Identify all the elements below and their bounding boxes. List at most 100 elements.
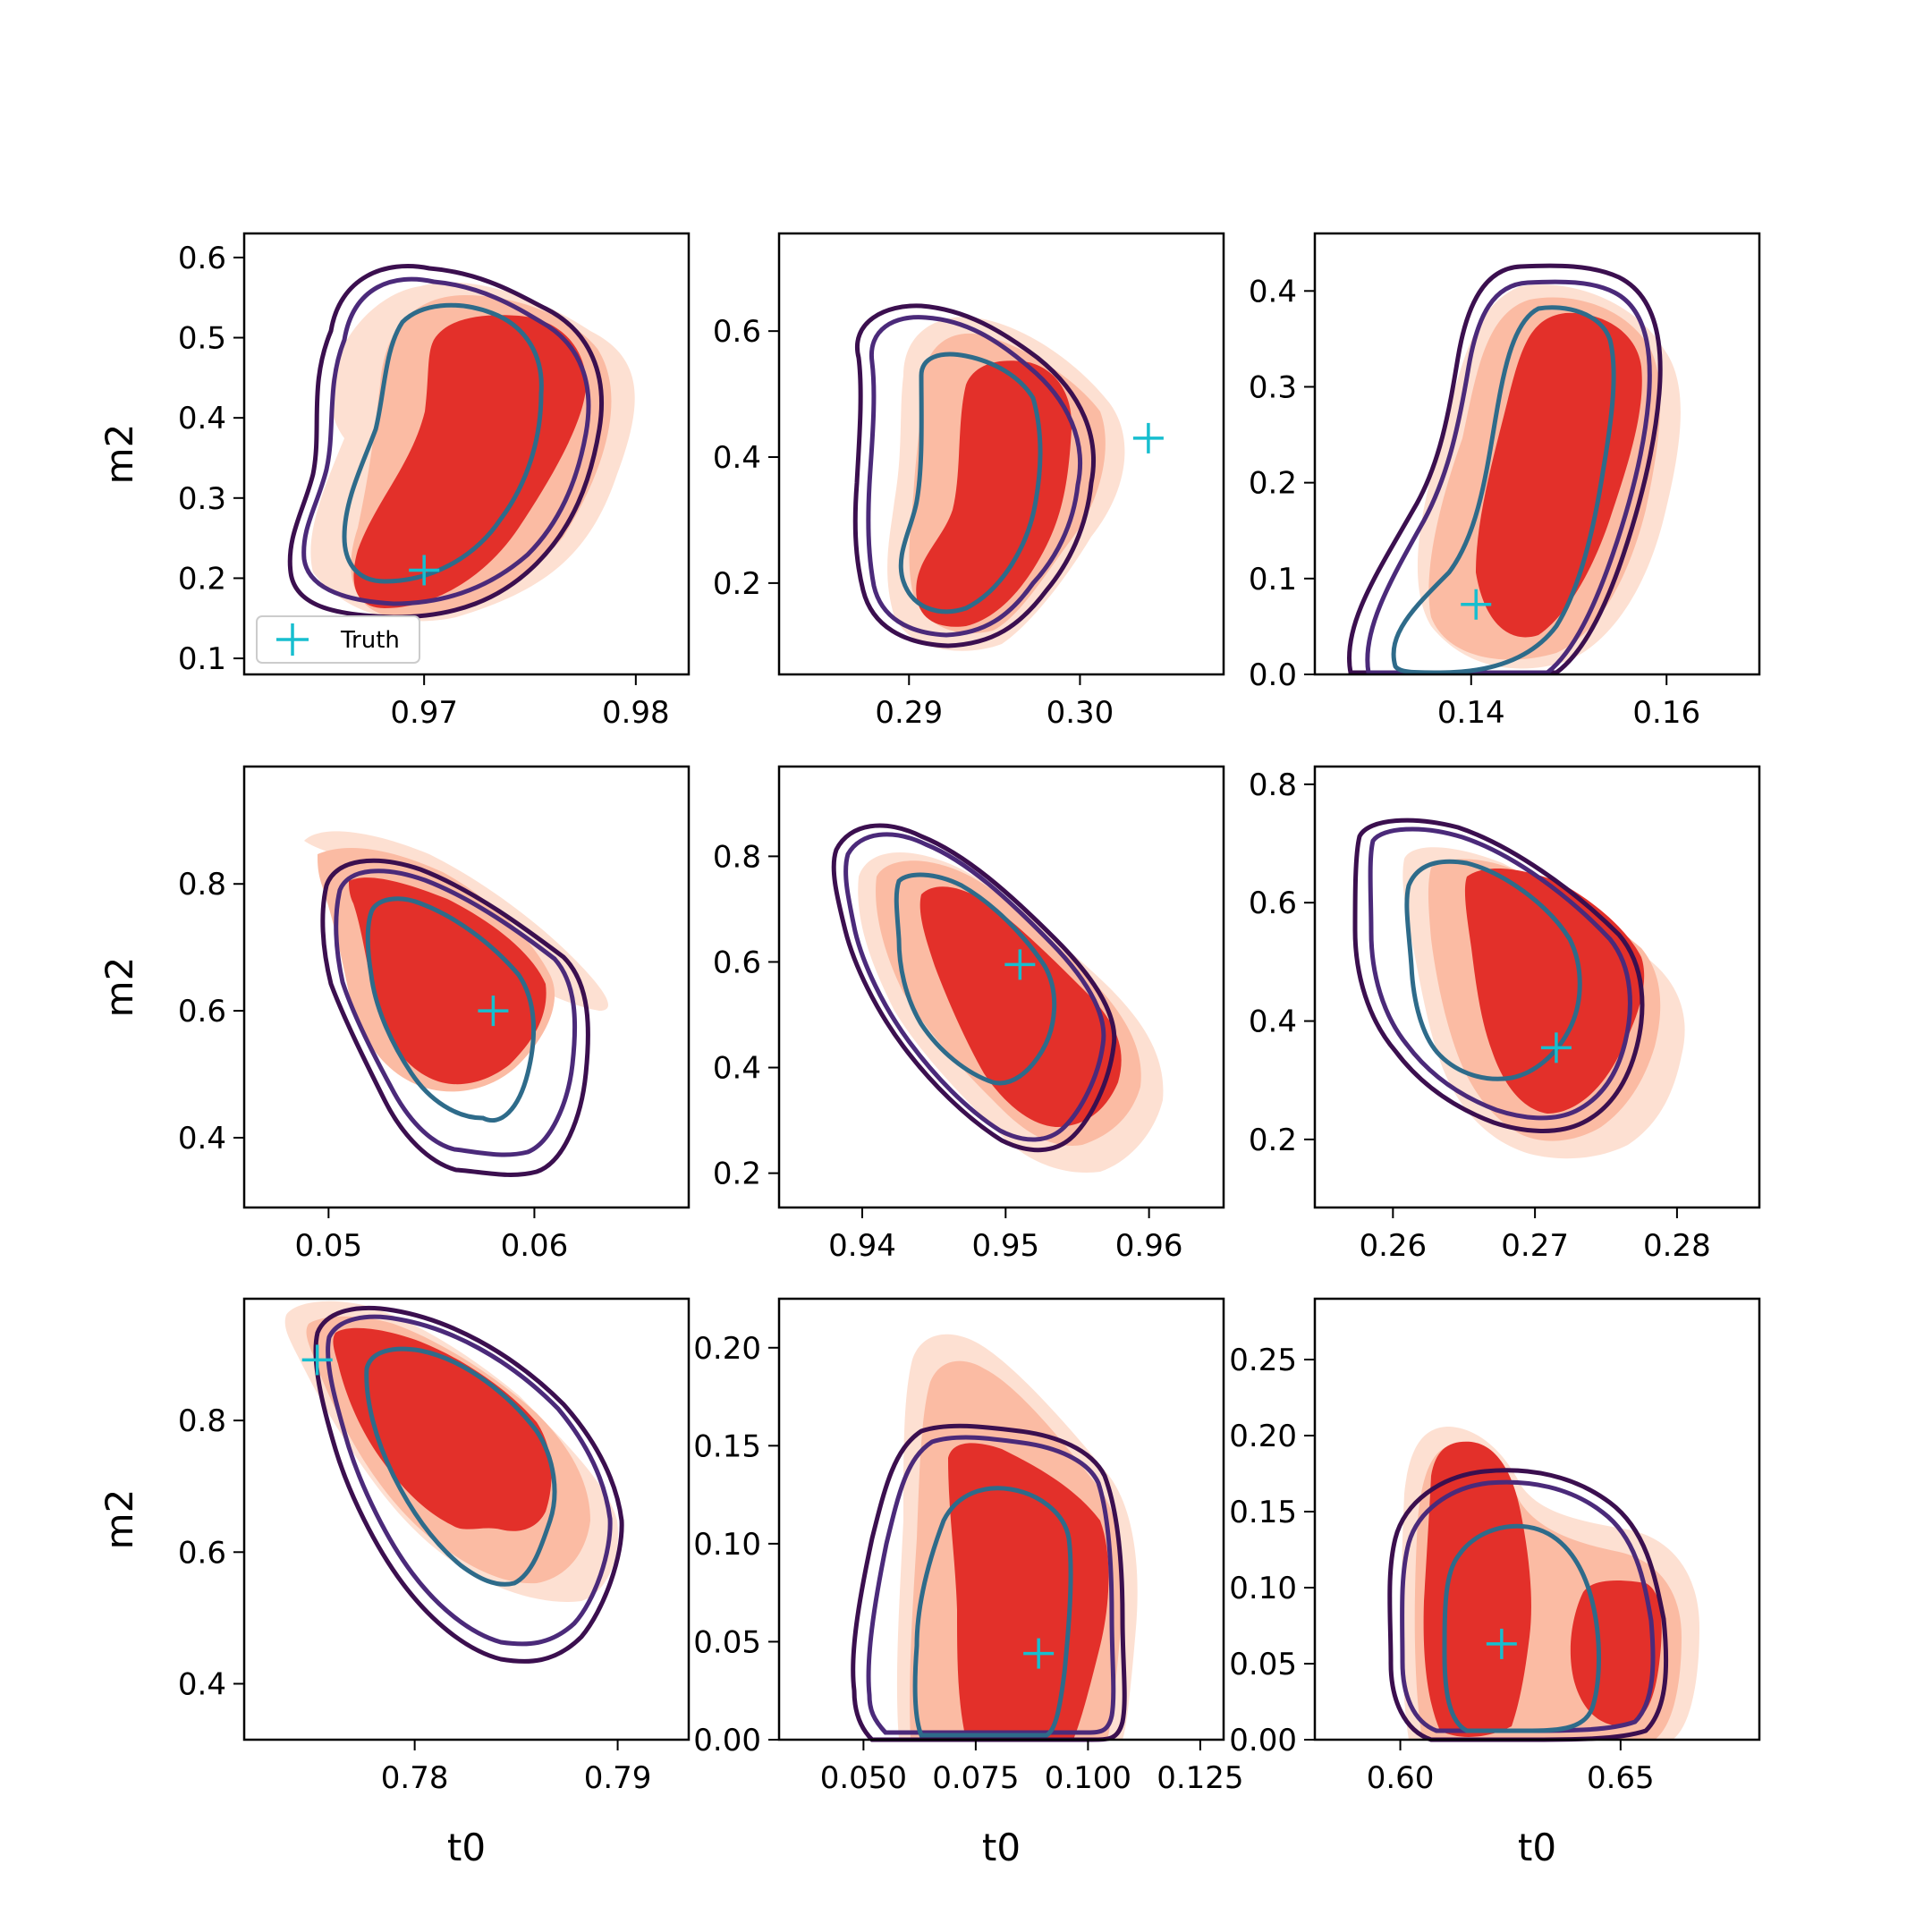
contour-line-outer [1352, 818, 1645, 1133]
y-tick-label: 0.00 [1229, 1723, 1297, 1758]
x-tick-label: 0.05 [294, 1228, 362, 1264]
y-tick-label: 0.6 [178, 1535, 226, 1571]
truth-marker [1132, 422, 1164, 453]
axes-3: 0.14 0.16 0.0 0.1 0.2 0.3 0.4 [1249, 232, 1761, 731]
y-tick-label: 0.6 [178, 241, 226, 276]
axes-8: 0.050 0.075 0.100 0.125 0.00 0.05 0.10 0.15 0.20… [693, 1297, 1244, 1869]
contour-line-outer [313, 1305, 624, 1664]
x-tick-label: 0.97 [390, 695, 458, 731]
y-tick-label: 0.5 [178, 321, 226, 357]
y-tick-label: 0.1 [1249, 562, 1297, 597]
truth-marker [301, 1344, 333, 1376]
contour-line-inner [365, 896, 536, 1123]
y-tick-label: 0.4 [178, 1121, 226, 1157]
y-tick-label: 0.8 [178, 1403, 226, 1439]
truth-marker [1461, 589, 1492, 620]
contour-line-mid [1365, 279, 1652, 675]
y-tick-label: 0.6 [178, 994, 226, 1030]
y-tick-label: 0.15 [693, 1428, 761, 1464]
x-tick-label: 0.16 [1632, 695, 1700, 731]
panel-5 [831, 823, 1164, 1173]
panel-6 [1352, 818, 1685, 1159]
y-tick-label: 0.8 [178, 867, 226, 902]
y-tick-label: 0.10 [693, 1527, 761, 1563]
axes-frame [242, 765, 691, 1209]
y-tick-label: 0.00 [693, 1723, 761, 1758]
x-tick-label: 0.28 [1643, 1228, 1711, 1264]
legend: Truth [256, 615, 420, 664]
y-tick-label: 0.6 [713, 314, 761, 350]
contour-line-mid [326, 1314, 613, 1647]
panel-4 [304, 831, 608, 1177]
x-tick-label: 0.125 [1157, 1760, 1243, 1796]
y-tick-label: 0.4 [713, 440, 761, 476]
y-tick-label: 0.25 [1229, 1343, 1297, 1378]
x-tick-label: 0.06 [501, 1228, 569, 1264]
contour-line-mid [334, 869, 578, 1157]
y-tick-label: 0.05 [1229, 1647, 1297, 1682]
y-tick-label: 0.3 [178, 481, 226, 517]
contour-fill-dark [353, 315, 587, 608]
y-tick-label: 0.20 [693, 1331, 761, 1367]
panel-9 [1387, 1427, 1699, 1742]
y-tick-label: 0.10 [1229, 1571, 1297, 1606]
axes-6: 0.26 0.27 0.28 0.2 0.4 0.6 0.8 [1249, 765, 1761, 1264]
axes-frame [777, 232, 1225, 676]
y-tick-label: 0.2 [713, 1157, 761, 1192]
contour-line-mid [301, 276, 591, 606]
y-tick-label: 0.4 [1249, 1004, 1297, 1040]
y-tick-label: 0.6 [713, 945, 761, 980]
truth-marker [1023, 1638, 1055, 1669]
x-tick-label: 0.29 [875, 695, 943, 731]
x-tick-label: 0.98 [602, 695, 670, 731]
contour-line-inner [898, 352, 1043, 614]
y-tick-label: 0.8 [713, 839, 761, 875]
y-tick-label: 0.4 [178, 401, 226, 436]
x-tick-label: 0.65 [1587, 1760, 1655, 1796]
axes-4: 0.05 0.06 0.4 0.6 0.8 m2 [97, 765, 691, 1264]
axes-frame [1313, 765, 1761, 1209]
y-axis-label: m2 [97, 424, 141, 485]
contour-line-inner [1442, 1523, 1601, 1733]
axes-frame [242, 1297, 691, 1741]
truth-marker [478, 996, 509, 1027]
x-axis-label: t0 [1518, 1826, 1556, 1869]
legend-box [256, 615, 420, 664]
contour-line-outer [831, 823, 1117, 1153]
contour-line-inner [894, 872, 1057, 1086]
panel-3 [1347, 263, 1681, 675]
contour-fill-dark [919, 886, 1122, 1127]
contour-line-outer [320, 858, 590, 1177]
axes-layer: 0.97 0.98 0.1 0.2 0.3 0.4 0.5 0.6 m2 Truth 0.29 0.3… [97, 232, 1761, 1869]
contour-line-outer [852, 303, 1096, 648]
axes-frame [777, 1297, 1225, 1741]
panel-8 [851, 1334, 1138, 1742]
y-tick-label: 0.20 [1229, 1419, 1297, 1454]
contour-fill-dark [333, 1327, 552, 1531]
contour-line-inner [1404, 859, 1582, 1081]
contour-fill-dark [916, 360, 1072, 627]
x-tick-label: 0.79 [584, 1760, 652, 1796]
x-tick-label: 0.60 [1367, 1760, 1435, 1796]
x-tick-label: 0.26 [1359, 1228, 1427, 1264]
panel-1 [287, 264, 635, 622]
panel-2 [852, 303, 1125, 651]
axes-frame [777, 765, 1225, 1209]
x-tick-label: 0.30 [1046, 695, 1114, 731]
axes-frame [1313, 1297, 1761, 1741]
y-axis-label: m2 [97, 957, 141, 1018]
truth-marker [1540, 1032, 1572, 1063]
axes-7: 0.78 0.79 0.4 0.6 0.8 m2 t0 [97, 1297, 691, 1869]
truth-marker [1004, 949, 1036, 980]
y-axis-label: m2 [97, 1489, 141, 1550]
y-tick-label: 0.2 [713, 566, 761, 602]
legend-marker [276, 623, 309, 656]
x-tick-label: 0.100 [1045, 1760, 1131, 1796]
x-axis-label: t0 [447, 1826, 486, 1869]
x-tick-label: 0.050 [820, 1760, 907, 1796]
y-tick-label: 0.4 [1249, 274, 1297, 309]
contour-line-outer [287, 264, 604, 620]
contour-fill-dark [1423, 1441, 1662, 1737]
contour-line-outer [1387, 1468, 1669, 1742]
y-tick-label: 0.4 [178, 1666, 226, 1702]
